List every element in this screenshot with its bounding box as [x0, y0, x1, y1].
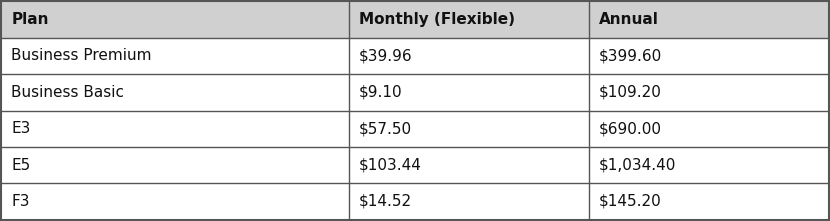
- Bar: [2, 1, 349, 38]
- Bar: [588, 74, 828, 110]
- Text: $690.00: $690.00: [598, 121, 662, 136]
- Bar: [349, 183, 588, 220]
- Bar: [2, 74, 349, 110]
- Bar: [349, 38, 588, 74]
- Text: E3: E3: [12, 121, 31, 136]
- Bar: [588, 110, 828, 147]
- Text: F3: F3: [12, 194, 30, 209]
- Text: $9.10: $9.10: [359, 85, 403, 100]
- Text: $14.52: $14.52: [359, 194, 412, 209]
- Text: $1,034.40: $1,034.40: [598, 158, 676, 173]
- Text: Monthly (Flexible): Monthly (Flexible): [359, 12, 515, 27]
- Text: $57.50: $57.50: [359, 121, 412, 136]
- Text: $399.60: $399.60: [598, 48, 662, 63]
- Bar: [2, 183, 349, 220]
- Text: $109.20: $109.20: [598, 85, 662, 100]
- Text: Annual: Annual: [598, 12, 658, 27]
- Text: E5: E5: [12, 158, 31, 173]
- Bar: [349, 1, 588, 38]
- Text: Plan: Plan: [12, 12, 49, 27]
- Bar: [2, 147, 349, 183]
- Text: $145.20: $145.20: [598, 194, 662, 209]
- Bar: [588, 38, 828, 74]
- Bar: [2, 110, 349, 147]
- Text: $39.96: $39.96: [359, 48, 413, 63]
- Text: Business Premium: Business Premium: [12, 48, 152, 63]
- Bar: [349, 74, 588, 110]
- Bar: [588, 147, 828, 183]
- Bar: [588, 183, 828, 220]
- Bar: [349, 110, 588, 147]
- Bar: [2, 38, 349, 74]
- Text: $103.44: $103.44: [359, 158, 422, 173]
- Text: Business Basic: Business Basic: [12, 85, 124, 100]
- Bar: [349, 147, 588, 183]
- Bar: [588, 1, 828, 38]
